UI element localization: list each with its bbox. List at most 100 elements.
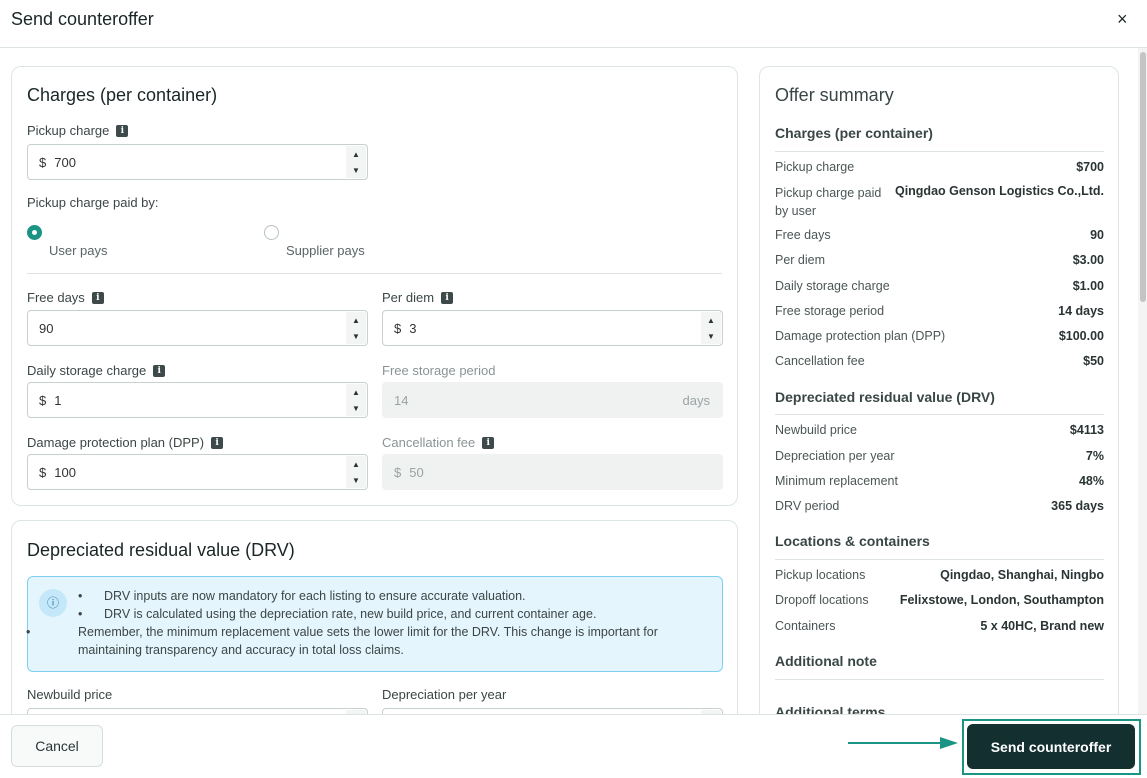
summary-row: Depreciation per year7% [775,449,1104,463]
paid-by-label: Pickup charge paid by: [27,195,159,210]
cancellation-fee-input: $50 [382,454,723,490]
drv-title: Depreciated residual value (DRV) [27,540,295,561]
charges-card: Charges (per container) Pickup chargei $… [11,66,738,506]
increment-icon[interactable]: ▲ [346,384,366,400]
summary-terms-heading: Additional terms [775,704,885,714]
cancellation-fee-label: Cancellation fee i [382,435,494,450]
increment-icon[interactable]: ▲ [346,146,366,162]
summary-row: Damage protection plan (DPP)$100.00 [775,329,1104,343]
free-days-input[interactable]: 90 ▲▼ [27,310,368,346]
number-stepper[interactable]: ▲▼ [346,146,366,178]
summary-row: Free storage period14 days [775,304,1104,318]
input-value: 3 [409,321,416,336]
increment-icon[interactable]: ▲ [346,312,366,328]
cancel-button[interactable]: Cancel [11,725,103,767]
input-value: 100 [54,465,76,480]
label-text: Cancellation fee [382,435,475,450]
decrement-icon[interactable]: ▼ [701,328,721,344]
summary-key: Depreciation per year [775,449,895,463]
input-value: 90 [39,321,53,336]
summary-title: Offer summary [775,85,894,106]
per-diem-input[interactable]: $3 ▲▼ [382,310,723,346]
summary-key: Free days [775,228,831,242]
summary-row: Pickup charge $700 [775,160,1104,174]
summary-key: Free storage period [775,304,884,318]
summary-value: 5 x 40HC, Brand new [980,619,1104,633]
dialog-title: Send counteroffer [11,9,154,30]
pickup-charge-label: Pickup chargei [27,123,128,138]
summary-value: 48% [1079,474,1104,488]
drv-info-alert: ⓘ DRV inputs are now mandatory for each … [27,576,723,672]
divider [775,414,1104,415]
pickup-charge-input[interactable]: $700 ▲▼ [27,144,368,180]
offer-summary-card: Offer summary Charges (per container) Pi… [759,66,1119,714]
summary-row: Pickup locationsQingdao, Shanghai, Ningb… [775,568,1104,582]
depreciation-label: Depreciation per year [382,687,506,702]
summary-charges-heading: Charges (per container) [775,125,933,141]
summary-locations-heading: Locations & containers [775,533,930,549]
info-icon[interactable]: i [116,125,128,137]
summary-row: Dropoff locations Felixstowe, London, Sou… [775,593,1104,607]
label-text: Damage protection plan (DPP) [27,435,204,450]
summary-key: Containers [775,619,835,633]
charges-title: Charges (per container) [27,85,217,106]
note-item: DRV inputs are now mandatory for each li… [78,587,718,605]
summary-key: Pickup locations [775,568,865,582]
dialog-header: Send counteroffer × [0,0,1147,48]
summary-key: Minimum replacement [775,474,898,488]
summary-key: Newbuild price [775,423,857,437]
drv-notes: DRV inputs are now mandatory for each li… [78,587,718,659]
info-icon[interactable]: i [482,437,494,449]
number-stepper[interactable]: ▲▼ [346,456,366,488]
free-storage-label: Free storage period [382,363,495,378]
summary-value: $700 [1076,160,1104,174]
label-text: Daily storage charge [27,363,146,378]
info-icon[interactable]: i [153,365,165,377]
info-circle-icon: ⓘ [39,589,67,617]
decrement-icon[interactable]: ▼ [346,162,366,178]
summary-note-heading: Additional note [775,653,877,669]
summary-value: Felixstowe, London, Southampton [900,593,1104,607]
note-item: Remember, the minimum replacement value … [52,623,718,659]
info-icon[interactable]: i [211,437,223,449]
summary-value: 365 days [1051,499,1104,513]
number-stepper[interactable]: ▲▼ [346,384,366,416]
currency-prefix: $ [39,155,46,170]
summary-value: $100.00 [1059,329,1104,343]
summary-value: $1.00 [1073,279,1104,293]
info-icon[interactable]: i [92,292,104,304]
summary-row: DRV period365 days [775,499,1104,513]
radio-supplier-pays[interactable] [264,225,279,240]
newbuild-price-label: Newbuild price [27,687,112,702]
decrement-icon[interactable]: ▼ [346,472,366,488]
summary-key: Dropoff locations [775,593,869,607]
dpp-input[interactable]: $100 ▲▼ [27,454,368,490]
radio-user-pays[interactable] [27,225,42,240]
number-stepper[interactable]: ▲▼ [701,312,721,344]
currency-prefix: $ [39,465,46,480]
scrollbar-thumb[interactable] [1140,52,1146,302]
daily-storage-input[interactable]: $1▲▼ [27,382,368,418]
summary-key: Pickup charge [775,160,854,174]
divider [775,151,1104,152]
number-stepper[interactable]: ▲▼ [346,312,366,344]
info-icon[interactable]: i [441,292,453,304]
input-value: 700 [54,155,76,170]
arrow-annotation-icon [846,735,960,751]
unit-suffix: days [683,393,710,408]
summary-row: Cancellation fee$50 [775,354,1104,368]
increment-icon[interactable]: ▲ [701,312,721,328]
decrement-icon[interactable]: ▼ [346,328,366,344]
summary-value: $4113 [1070,423,1104,437]
close-icon[interactable]: × [1117,9,1128,30]
summary-drv-heading: Depreciated residual value (DRV) [775,389,995,405]
free-days-label: Free daysi [27,290,104,305]
increment-icon[interactable]: ▲ [346,456,366,472]
currency-prefix: $ [394,321,401,336]
decrement-icon[interactable]: ▼ [346,400,366,416]
free-storage-input: 14days [382,382,723,418]
summary-value: 90 [1090,228,1104,242]
summary-row: Pickup charge paid by userQingdao Genson… [775,184,1104,220]
send-counteroffer-button[interactable]: Send counteroffer [967,724,1135,769]
dialog-body: Charges (per container) Pickup chargei $… [0,48,1147,714]
